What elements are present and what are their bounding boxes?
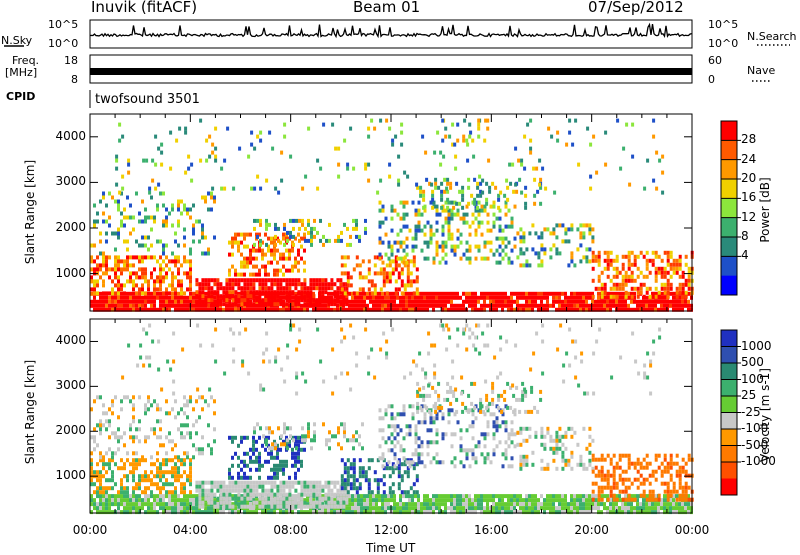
- x-tick-label: 20:00: [574, 524, 609, 536]
- power-colorbar-cell: [721, 140, 737, 160]
- velocity-colorbar-cell: [721, 363, 737, 380]
- x-tick-label: 12:00: [374, 524, 409, 536]
- beam-title: Beam 01: [353, 0, 420, 15]
- power-ytick-label: 3000: [55, 175, 86, 187]
- freq-tick-bottom: 8: [71, 74, 78, 85]
- data-layer: [90, 119, 694, 514]
- velocity-ylabel: Slant Range [km]: [24, 360, 36, 464]
- station-title: Inuvik (fitACF): [91, 0, 197, 15]
- power-colorbar-tick-label: 8: [741, 230, 749, 242]
- power-colorbar-tick-label: 12: [741, 211, 756, 223]
- nsky-tick-top: 10^5: [48, 19, 78, 30]
- cpid-text: twofsound 3501: [95, 93, 200, 106]
- velocity-colorbar-tick-label: -500: [741, 439, 768, 451]
- x-tick-label: 00:00: [675, 524, 710, 536]
- power-colorbar-label: Power [dB]: [759, 177, 771, 242]
- nsearch-tick-bottom: 10^0: [708, 38, 738, 49]
- nave-label: Nave: [747, 65, 775, 76]
- date-title: 07/Sep/2012: [588, 0, 684, 15]
- power-colorbar-tick-label: 24: [741, 153, 756, 165]
- power-pixels: [90, 119, 694, 312]
- nsearch-label: N.Search: [747, 31, 797, 42]
- velocity-colorbar-cell: [721, 479, 737, 496]
- power-colorbar-tick-label: 4: [741, 249, 749, 261]
- nsky-label: N.Sky: [1, 35, 32, 46]
- power-colorbar-cell: [721, 121, 737, 141]
- power-colorbar-cell: [721, 256, 737, 276]
- nave-tick-top: 60: [708, 55, 722, 66]
- power-colorbar-tick-label: 20: [741, 172, 756, 184]
- velocity-colorbar-cell: [721, 429, 737, 446]
- velocity-colorbar-cell: [721, 347, 737, 364]
- velocity-colorbar-tick-label: -25: [741, 406, 761, 418]
- power-colorbar-cell: [721, 198, 737, 218]
- velocity-pixels: [90, 324, 694, 515]
- velocity-colorbar-tick-label: -100: [741, 422, 768, 434]
- velocity-ytick-label: 4000: [55, 334, 86, 346]
- nsearch-tick-top: 10^5: [708, 19, 738, 30]
- nsky-tick-bottom: 10^0: [48, 38, 78, 49]
- cpid-label: CPID: [6, 91, 35, 102]
- power-colorbar-tick-label: 16: [741, 191, 756, 203]
- x-axis-title: Time UT: [366, 542, 415, 554]
- x-tick-label: 16:00: [474, 524, 509, 536]
- freq-unit-label: [MHz]: [5, 67, 37, 78]
- freq-band: [90, 68, 692, 75]
- velocity-ytick-label: 2000: [55, 424, 86, 436]
- velocity-colorbar-cell: [721, 396, 737, 413]
- power-colorbar-cell: [721, 160, 737, 180]
- x-tick-label: 00:00: [73, 524, 108, 536]
- velocity-colorbar-cell: [721, 462, 737, 479]
- power-ytick-label: 2000: [55, 221, 86, 233]
- nsky-trace: [90, 24, 692, 36]
- power-ytick-label: 1000: [55, 267, 86, 279]
- power-colorbar-tick-label: 28: [741, 133, 756, 145]
- power-colorbar-cell: [721, 179, 737, 199]
- power-colorbar-cell: [721, 276, 737, 296]
- freq-tick-top: 18: [64, 55, 78, 66]
- x-tick-label: 04:00: [173, 524, 208, 536]
- velocity-colorbar-cell: [721, 413, 737, 430]
- velocity-colorbar-cell: [721, 380, 737, 397]
- velocity-ytick-label: 3000: [55, 379, 86, 391]
- power-colorbar-cell: [721, 237, 737, 257]
- velocity-colorbar-tick-label: 1000: [741, 340, 772, 352]
- velocity-colorbar-tick-label: -1000: [741, 455, 776, 467]
- power-ylabel: Slant Range [km]: [24, 160, 36, 264]
- power-colorbar-cell: [721, 218, 737, 238]
- power-ytick-label: 4000: [55, 130, 86, 142]
- x-tick-label: 08:00: [273, 524, 308, 536]
- velocity-colorbar-cell: [721, 446, 737, 463]
- velocity-ytick-label: 1000: [55, 469, 86, 481]
- velocity-colorbar-tick-label: 500: [741, 356, 764, 368]
- velocity-colorbar-cell: [721, 330, 737, 347]
- velocity-colorbar-tick-label: 100: [741, 373, 764, 385]
- freq-label: Freq.: [12, 55, 39, 66]
- nave-tick-bottom: 0: [708, 74, 715, 85]
- velocity-colorbar-tick-label: 25: [741, 389, 756, 401]
